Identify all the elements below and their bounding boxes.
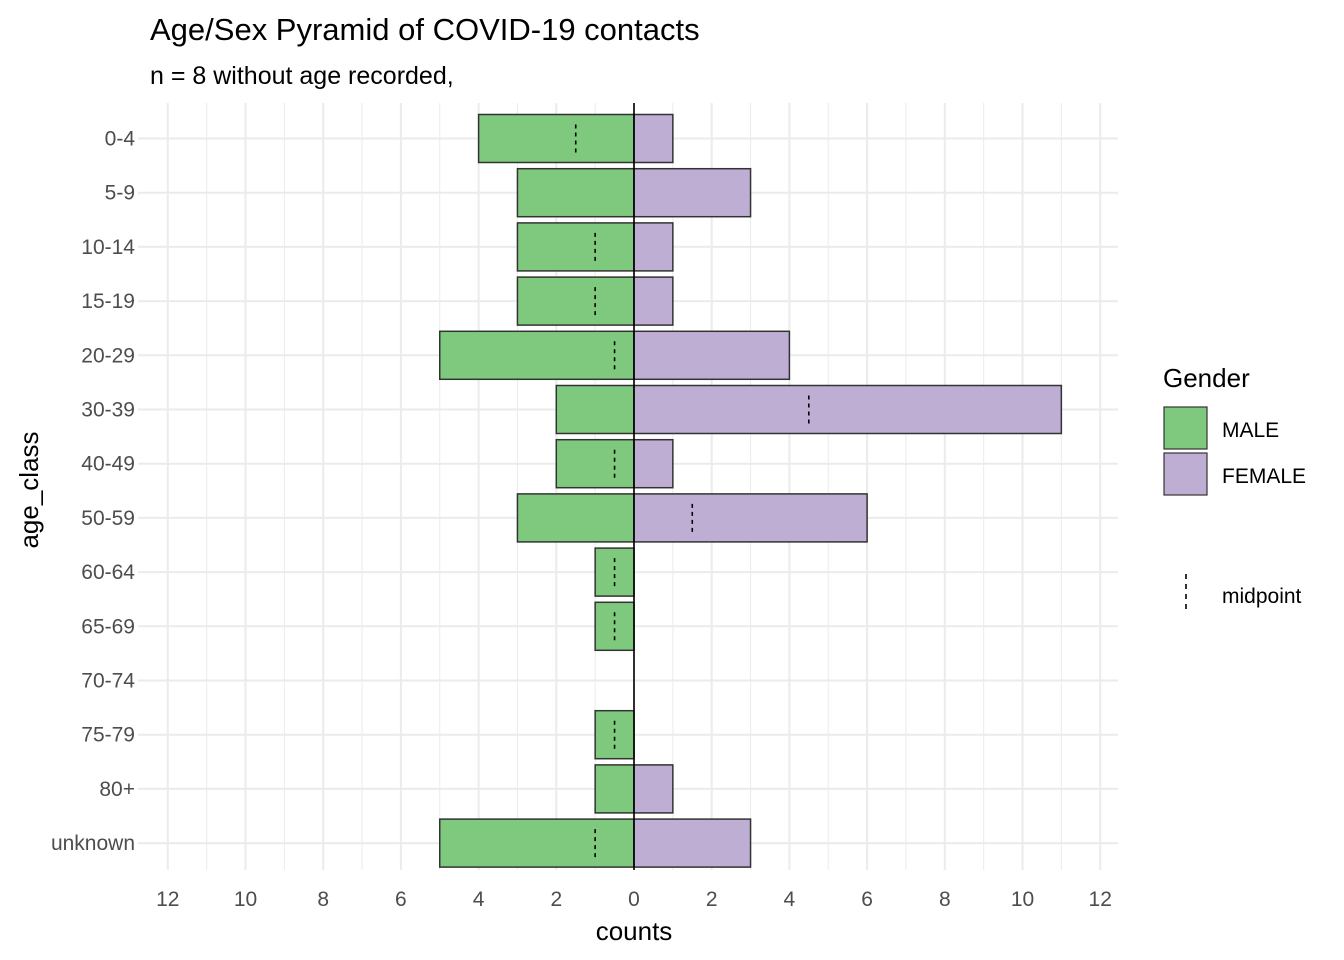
y-tick-label: 30-39 <box>81 399 135 422</box>
y-tick-label: 70-74 <box>81 670 135 693</box>
bar-female-0-4 <box>633 113 674 164</box>
x-tick-label: 6 <box>395 888 407 911</box>
x-tick-label: 12 <box>156 888 179 911</box>
x-axis-ticks: 12 10 8 6 4 2 0 2 4 6 8 10 12 <box>156 888 1112 911</box>
legend-label-midpoint: midpoint <box>1222 585 1302 608</box>
bar-male-80+ <box>594 764 635 814</box>
y-tick-label: 75-79 <box>81 724 135 747</box>
bar-male-15-19 <box>516 276 635 326</box>
y-tick-label: 20-29 <box>81 344 135 367</box>
y-tick-label: 5-9 <box>105 182 135 205</box>
y-axis-ticks: 0-4 5-9 10-14 15-19 20-29 30-39 40-49 50-59 60-6… <box>51 128 135 856</box>
bar-female-80+ <box>633 764 674 814</box>
bar-female-5-9 <box>633 167 752 218</box>
legend-key-male <box>1163 406 1208 450</box>
x-tick-label: 2 <box>550 888 562 911</box>
legend-label-male: MALE <box>1222 419 1279 442</box>
x-tick-label: 0 <box>628 888 640 911</box>
x-tick-label: 6 <box>861 888 873 911</box>
legend-title: Gender <box>1163 363 1250 393</box>
y-tick-label: 65-69 <box>81 615 135 638</box>
chart-title: Age/Sex Pyramid of COVID-19 contacts <box>150 12 700 47</box>
y-tick-label: 50-59 <box>81 507 135 530</box>
bar-female-10-14 <box>633 222 674 272</box>
bar-male-5-9 <box>516 167 635 218</box>
bars <box>439 113 1063 868</box>
bar-male-50-59 <box>516 493 635 543</box>
legend: Gender MALE FEMALE midpoint <box>1163 363 1306 612</box>
legend-label-female: FEMALE <box>1222 465 1306 488</box>
bar-male-40-49 <box>555 438 635 489</box>
bar-female-30-39 <box>633 384 1063 435</box>
chart-subtitle: n = 8 without age recorded, <box>150 62 454 90</box>
x-tick-label: 4 <box>784 888 796 911</box>
x-tick-label: 10 <box>1011 888 1034 911</box>
bar-male-30-39 <box>555 384 635 435</box>
bar-female-50-59 <box>633 493 868 543</box>
x-tick-label: 8 <box>939 888 951 911</box>
x-tick-label: 12 <box>1089 888 1112 911</box>
bar-female-unknown <box>633 818 752 868</box>
y-tick-label: 40-49 <box>81 453 135 476</box>
x-axis-title: counts <box>596 916 673 946</box>
y-tick-label: 60-64 <box>81 561 135 584</box>
bar-female-40-49 <box>633 438 674 489</box>
x-tick-label: 10 <box>234 888 257 911</box>
bar-male-10-14 <box>516 222 635 272</box>
y-axis-title: age_class <box>14 431 44 548</box>
y-tick-label: 15-19 <box>81 290 135 313</box>
bar-male-65-69 <box>594 601 635 652</box>
y-tick-label: unknown <box>51 832 135 855</box>
x-tick-label: 8 <box>317 888 329 911</box>
bar-male-60-64 <box>594 547 635 597</box>
x-tick-label: 2 <box>706 888 718 911</box>
legend-key-female <box>1163 452 1208 496</box>
bar-male-0-4 <box>477 113 635 164</box>
bar-female-15-19 <box>633 276 674 326</box>
y-tick-label: 80+ <box>99 778 135 801</box>
bar-female-20-29 <box>633 330 791 381</box>
x-tick-label: 4 <box>473 888 485 911</box>
bar-male-unknown <box>439 818 635 868</box>
bar-male-20-29 <box>439 330 635 381</box>
bar-male-75-79 <box>594 709 635 760</box>
y-tick-label: 0-4 <box>105 128 136 151</box>
y-tick-label: 10-14 <box>81 236 135 259</box>
